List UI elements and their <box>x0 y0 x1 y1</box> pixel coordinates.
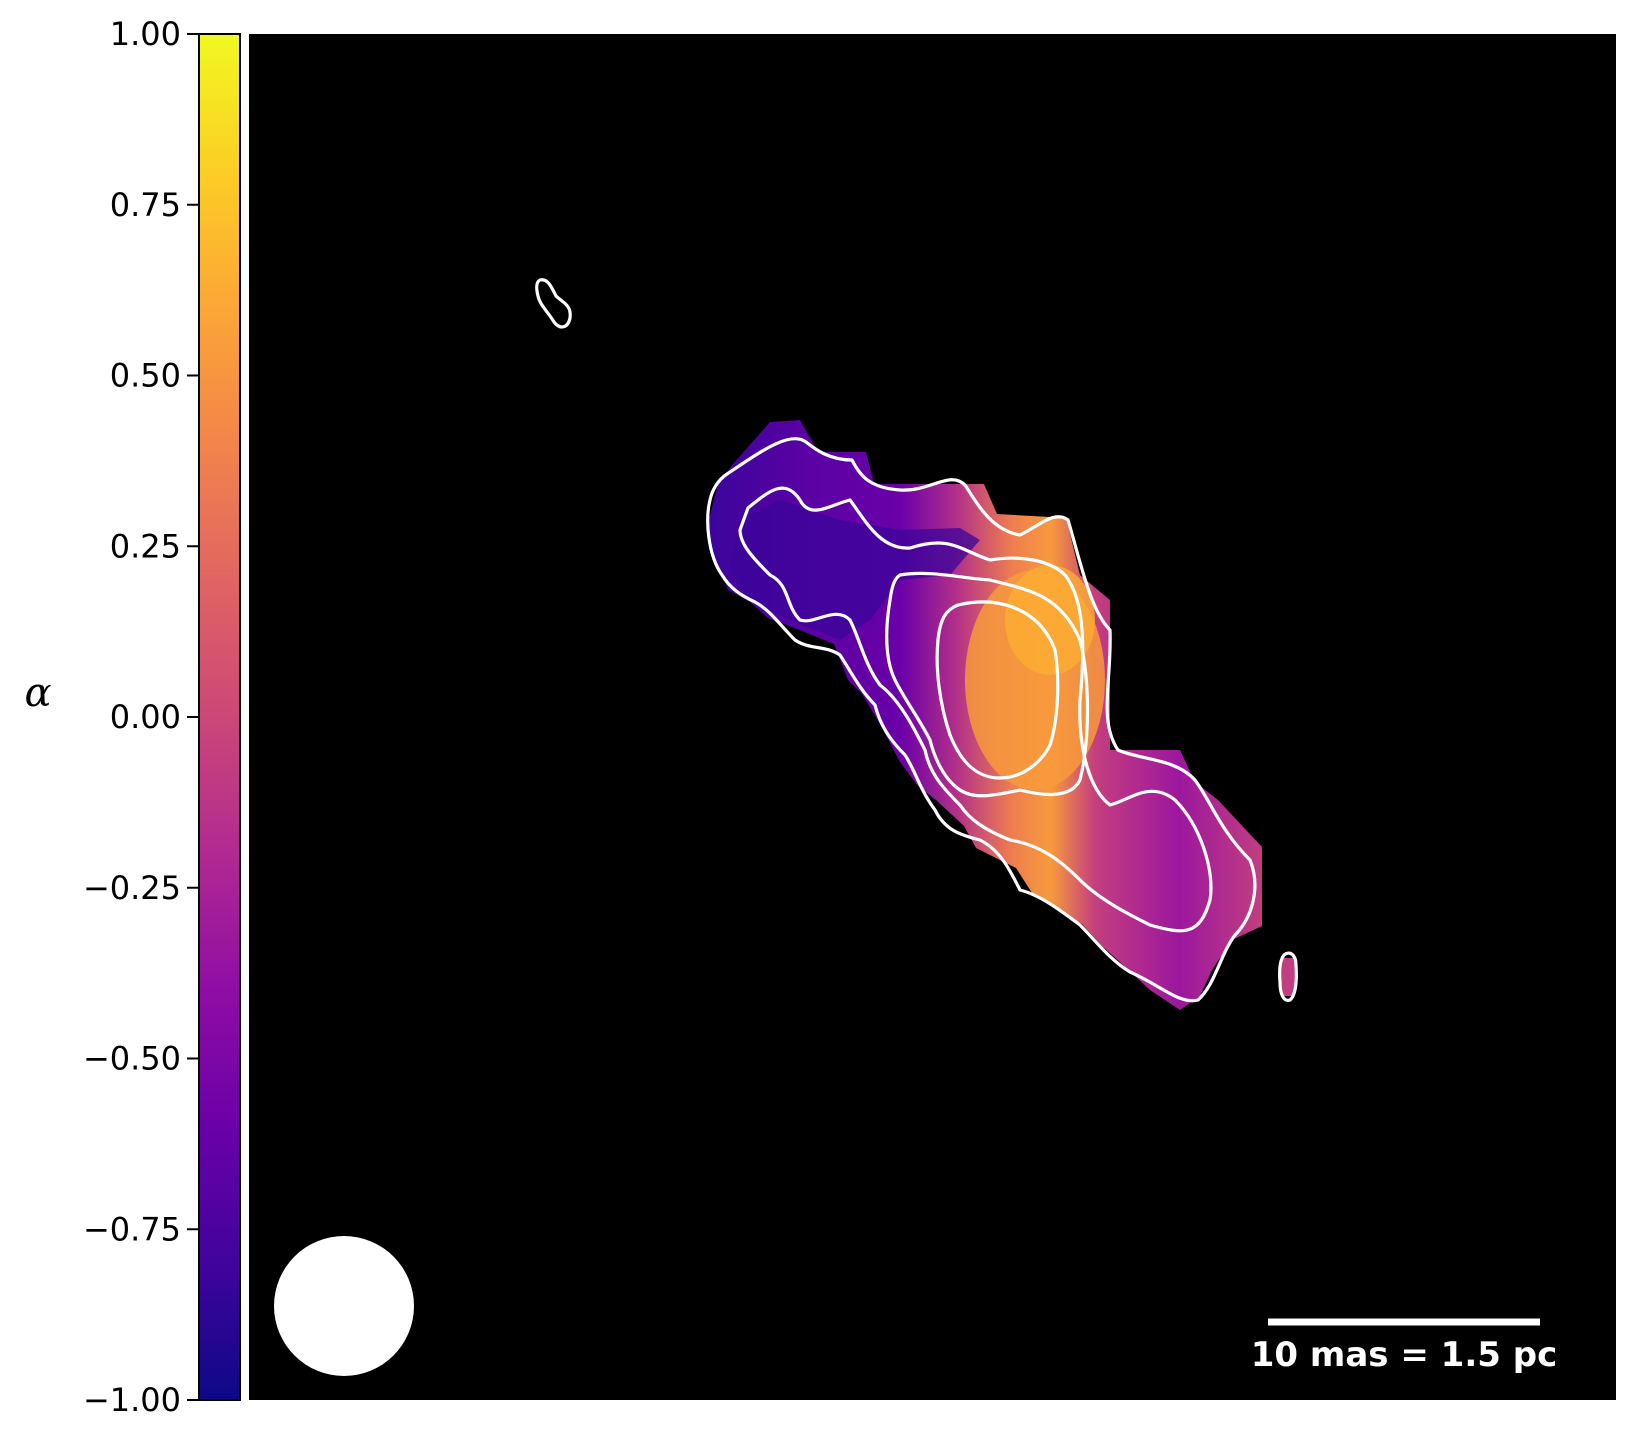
isolated-pixel-blob <box>1281 958 1295 996</box>
core-highlight <box>1005 565 1095 675</box>
scale-bar-label: 10 mas = 1.5 pc <box>1251 1335 1557 1375</box>
colorbar-label: α <box>24 670 51 716</box>
colorbar-tick-label: 0.25 <box>110 527 181 565</box>
colorbar-tick-label: 0.50 <box>110 357 181 395</box>
contour-inner <box>935 600 1060 780</box>
beam-ellipse <box>274 1236 414 1376</box>
colorbar-gradient <box>198 33 241 1401</box>
colorbar-tick-label: 1.00 <box>110 15 181 53</box>
jet-blue-region <box>730 500 980 640</box>
contour-second <box>738 486 1213 933</box>
colorbar-tick-label: −1.00 <box>83 1381 181 1419</box>
map-panel: 10 mas = 1.5 pc <box>249 34 1616 1400</box>
flux-contours <box>535 278 1298 1003</box>
contour-se-island <box>1278 951 1298 1002</box>
spectral-index-image <box>706 420 1295 1010</box>
colorbar-tick-label: −0.75 <box>83 1210 181 1248</box>
contour-third <box>885 571 1090 798</box>
colorbar: 1.00 0.75 0.50 0.25 0.00 −0.25 −0.50 −0.75 −1.00… <box>24 15 241 1419</box>
contour-nw-island <box>535 278 572 329</box>
colorbar-tick-label: −0.50 <box>83 1040 181 1078</box>
colorbar-tick-label: 0.00 <box>110 698 181 736</box>
colorbar-tick-label: −0.25 <box>83 869 181 907</box>
colorbar-ticks: 1.00 0.75 0.50 0.25 0.00 −0.25 −0.50 −0.75 −1.00 <box>83 15 199 1419</box>
contour-outer <box>706 437 1257 1003</box>
colorbar-tick-label: 0.75 <box>110 186 181 224</box>
